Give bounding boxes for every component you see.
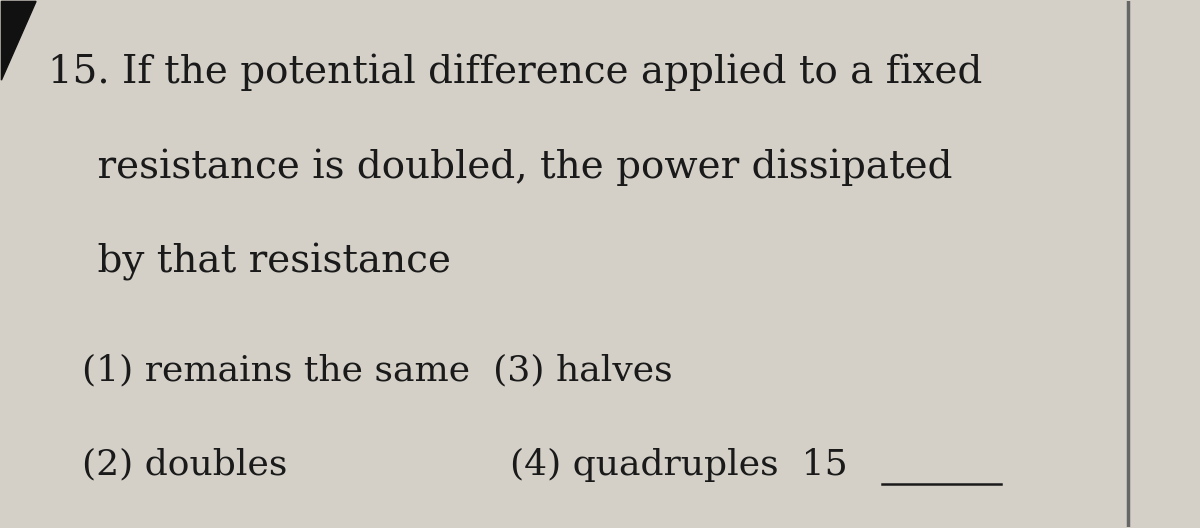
Polygon shape bbox=[1, 2, 36, 80]
Text: (2) doubles: (2) doubles bbox=[83, 448, 288, 482]
Text: resistance is doubled, the power dissipated: resistance is doubled, the power dissipa… bbox=[48, 148, 952, 186]
Text: (4) quadruples  15: (4) quadruples 15 bbox=[510, 448, 847, 482]
Text: (1) remains the same  (3) halves: (1) remains the same (3) halves bbox=[83, 353, 673, 387]
Text: by that resistance: by that resistance bbox=[48, 243, 451, 281]
Text: 15. If the potential difference applied to a fixed: 15. If the potential difference applied … bbox=[48, 54, 982, 91]
